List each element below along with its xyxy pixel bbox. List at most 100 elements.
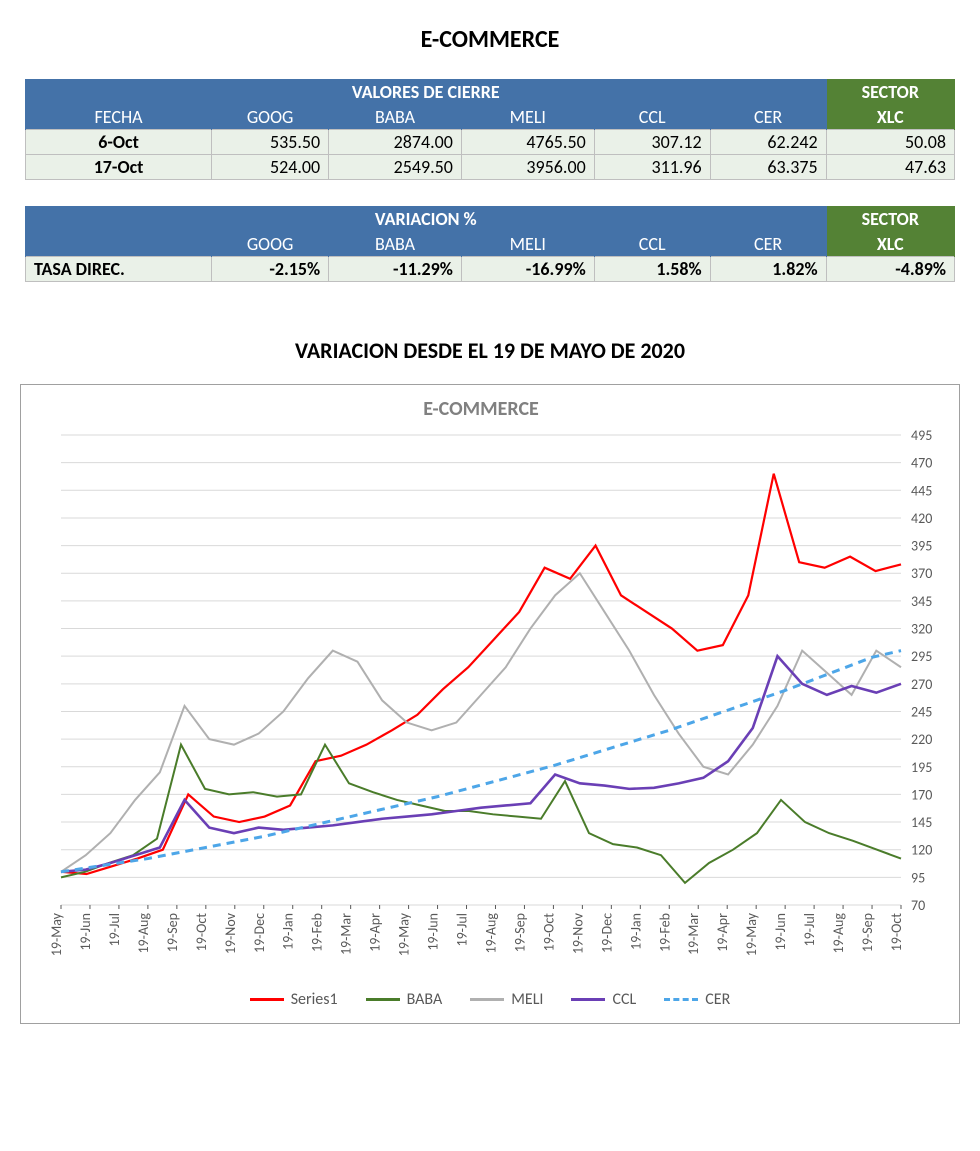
chart-section-title: VARIACION DESDE EL 19 DE MAYO DE 2020 bbox=[10, 337, 970, 364]
legend-item: Series1 bbox=[250, 990, 338, 1009]
col-cer: CER bbox=[710, 232, 826, 257]
svg-text:19-Aug: 19-Aug bbox=[830, 912, 847, 953]
svg-text:395: 395 bbox=[911, 537, 932, 554]
cell: 535.50 bbox=[212, 130, 329, 155]
svg-text:19-Dec: 19-Dec bbox=[251, 912, 268, 952]
cell: 6-Oct bbox=[26, 130, 212, 155]
col-goog: GOOG bbox=[212, 105, 329, 130]
svg-text:220: 220 bbox=[911, 731, 932, 748]
legend-swatch bbox=[470, 998, 504, 1001]
svg-text:19-Jun: 19-Jun bbox=[77, 913, 94, 951]
page-title: E-COMMERCE bbox=[10, 25, 970, 54]
svg-text:19-Apr: 19-Apr bbox=[367, 912, 384, 951]
legend-swatch bbox=[571, 998, 605, 1001]
col-meli: MELI bbox=[461, 232, 594, 257]
closing-values-table: VALORES DE CIERRE SECTOR FECHA GOOG BABA… bbox=[25, 79, 955, 282]
svg-text:19-May: 19-May bbox=[396, 912, 413, 956]
table1-header: VALORES DE CIERRE bbox=[26, 79, 827, 105]
svg-text:19-Jun: 19-Jun bbox=[772, 913, 789, 951]
legend-swatch bbox=[366, 998, 400, 1001]
svg-text:19-Feb: 19-Feb bbox=[656, 913, 673, 952]
col-xlc: XLC bbox=[826, 105, 954, 130]
svg-text:270: 270 bbox=[911, 675, 932, 692]
col-ccl: CCL bbox=[594, 105, 710, 130]
table2-header: VARIACION % bbox=[26, 206, 827, 232]
cell: 311.96 bbox=[594, 155, 710, 180]
col-fecha: FECHA bbox=[26, 105, 212, 130]
legend-label: BABA bbox=[407, 990, 443, 1009]
col-meli: MELI bbox=[461, 105, 594, 130]
svg-text:E-COMMERCE: E-COMMERCE bbox=[423, 397, 539, 421]
col-baba: BABA bbox=[329, 105, 462, 130]
legend-item: MELI bbox=[470, 990, 543, 1009]
svg-text:19-Aug: 19-Aug bbox=[135, 912, 152, 953]
cell: 63.375 bbox=[710, 155, 826, 180]
legend-item: CER bbox=[664, 990, 730, 1009]
col-ccl: CCL bbox=[594, 232, 710, 257]
svg-text:19-Sep: 19-Sep bbox=[859, 913, 876, 952]
table-row: 17-Oct 524.00 2549.50 3956.00 311.96 63.… bbox=[26, 155, 955, 180]
cell: 307.12 bbox=[594, 130, 710, 155]
svg-text:19-May: 19-May bbox=[48, 912, 65, 956]
col-blank bbox=[26, 232, 212, 257]
cell: 3956.00 bbox=[461, 155, 594, 180]
table-row: TASA DIREC. -2.15% -11.29% -16.99% 1.58%… bbox=[26, 256, 955, 281]
svg-text:445: 445 bbox=[911, 482, 932, 499]
svg-text:19-Dec: 19-Dec bbox=[598, 912, 615, 952]
chart-legend: Series1 BABA MELI CCL CER bbox=[21, 980, 959, 1023]
legend-item: BABA bbox=[366, 990, 443, 1009]
legend-label: MELI bbox=[511, 990, 543, 1009]
cell: TASA DIREC. bbox=[26, 256, 212, 281]
svg-text:19-Oct: 19-Oct bbox=[540, 912, 557, 951]
svg-text:495: 495 bbox=[911, 427, 932, 444]
cell: 17-Oct bbox=[26, 155, 212, 180]
line-chart: E-COMMERCE 70 95 120 145 170 195 220 245 270 295 32… bbox=[20, 384, 960, 1024]
cell: 50.08 bbox=[826, 130, 954, 155]
cell: -4.89% bbox=[826, 256, 954, 281]
svg-text:19-Jan: 19-Jan bbox=[280, 913, 297, 950]
svg-text:19-Feb: 19-Feb bbox=[309, 913, 326, 952]
cell: 524.00 bbox=[212, 155, 329, 180]
col-cer: CER bbox=[710, 105, 826, 130]
table2-sector-header: SECTOR bbox=[826, 206, 954, 232]
cell: 2549.50 bbox=[329, 155, 462, 180]
svg-text:195: 195 bbox=[911, 758, 932, 775]
col-goog: GOOG bbox=[212, 232, 329, 257]
col-baba: BABA bbox=[329, 232, 462, 257]
svg-text:19-Mar: 19-Mar bbox=[338, 912, 355, 954]
svg-text:19-Jul: 19-Jul bbox=[801, 913, 818, 947]
cell: -2.15% bbox=[212, 256, 329, 281]
cell: 2874.00 bbox=[329, 130, 462, 155]
svg-text:19-Nov: 19-Nov bbox=[569, 912, 586, 954]
svg-text:145: 145 bbox=[911, 814, 932, 831]
col-xlc: XLC bbox=[826, 232, 954, 257]
legend-swatch bbox=[250, 998, 284, 1001]
table1-sector-header: SECTOR bbox=[826, 79, 954, 105]
svg-text:19-Apr: 19-Apr bbox=[714, 912, 731, 951]
table-row: 6-Oct 535.50 2874.00 4765.50 307.12 62.2… bbox=[26, 130, 955, 155]
svg-text:120: 120 bbox=[911, 841, 932, 858]
svg-text:420: 420 bbox=[911, 509, 932, 526]
svg-text:95: 95 bbox=[911, 869, 925, 886]
svg-text:70: 70 bbox=[911, 897, 925, 914]
legend-item: CCL bbox=[571, 990, 636, 1009]
svg-text:320: 320 bbox=[911, 620, 932, 637]
svg-text:19-Jul: 19-Jul bbox=[106, 913, 123, 947]
cell: 1.82% bbox=[710, 256, 826, 281]
cell: -11.29% bbox=[329, 256, 462, 281]
legend-label: CER bbox=[705, 990, 730, 1009]
svg-text:19-Jun: 19-Jun bbox=[425, 913, 442, 951]
svg-text:19-Mar: 19-Mar bbox=[685, 912, 702, 954]
svg-text:470: 470 bbox=[911, 454, 932, 471]
cell: 4765.50 bbox=[461, 130, 594, 155]
svg-text:370: 370 bbox=[911, 565, 932, 582]
svg-text:170: 170 bbox=[911, 786, 932, 803]
svg-text:19-Jul: 19-Jul bbox=[454, 913, 471, 947]
legend-label: CCL bbox=[612, 990, 636, 1009]
svg-text:295: 295 bbox=[911, 648, 932, 665]
svg-text:19-Sep: 19-Sep bbox=[164, 913, 181, 952]
cell: 47.63 bbox=[826, 155, 954, 180]
tables-container: VALORES DE CIERRE SECTOR FECHA GOOG BABA… bbox=[25, 79, 955, 282]
svg-text:19-Aug: 19-Aug bbox=[482, 912, 499, 953]
svg-text:245: 245 bbox=[911, 703, 932, 720]
